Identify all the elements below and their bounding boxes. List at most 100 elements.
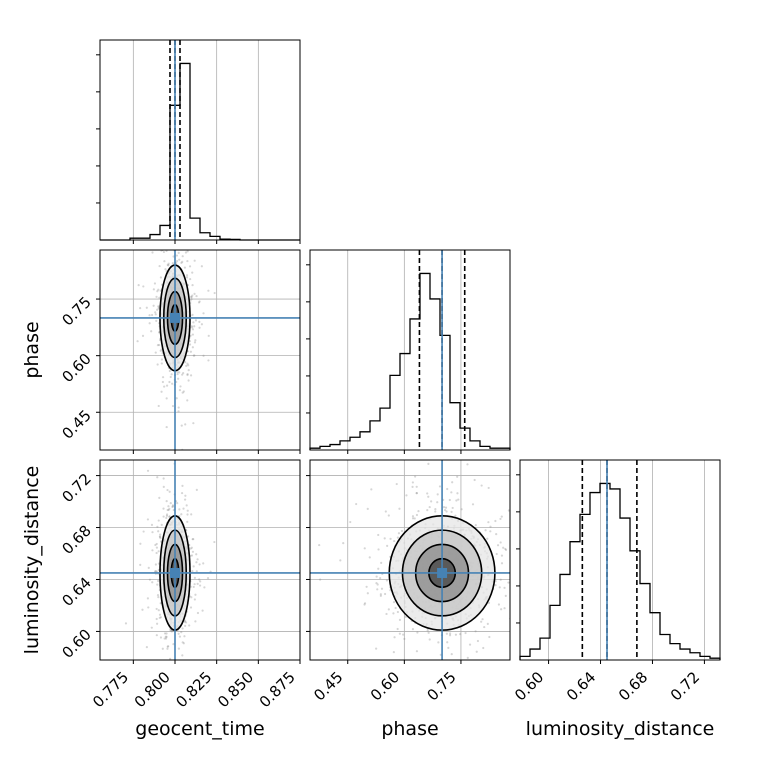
scatter-point — [454, 514, 457, 517]
scatter-point — [166, 508, 169, 512]
scatter-point — [160, 362, 163, 365]
scatter-point — [265, 559, 267, 561]
scatter-point — [162, 230, 164, 232]
scatter-point — [403, 637, 406, 641]
scatter-point — [180, 491, 184, 495]
scatter-point — [177, 406, 180, 409]
scatter-point — [191, 570, 194, 573]
scatter-point — [179, 385, 182, 388]
scatter-point — [169, 657, 172, 660]
scatter-point — [187, 535, 190, 538]
scatter-point — [186, 373, 189, 377]
scatter-point — [456, 492, 459, 495]
scatter-point — [181, 255, 184, 258]
scatter-point — [193, 341, 197, 344]
scatter-point — [207, 289, 210, 292]
scatter-point — [139, 542, 142, 545]
scatter-point — [158, 616, 161, 619]
scatter-point — [480, 484, 483, 487]
scatter-point — [447, 646, 450, 649]
scatter-point — [191, 271, 194, 274]
scatter-point — [500, 608, 503, 611]
scatter-point — [184, 621, 188, 624]
x-tick-label-luminosity_distance-1: 0.64 — [563, 668, 599, 704]
scatter-point — [142, 285, 145, 288]
scatter-point — [507, 509, 510, 512]
scatter-point — [157, 609, 160, 612]
scatter-point — [193, 325, 196, 328]
scatter-point — [166, 263, 169, 266]
scatter-point — [195, 570, 198, 573]
scatter-point — [171, 262, 174, 265]
scatter-point — [168, 515, 171, 518]
scatter-point — [379, 593, 382, 596]
scatter-point — [192, 321, 195, 324]
scatter-point — [178, 388, 182, 392]
scatter-point — [451, 506, 454, 510]
scatter-point — [181, 627, 184, 630]
scatter-point — [511, 548, 513, 550]
scatter-point — [428, 505, 431, 509]
y-axis-label-phase: phase — [21, 321, 43, 378]
scatter-point — [124, 622, 128, 625]
scatter-point — [178, 371, 181, 374]
scatter-point — [181, 197, 183, 199]
scatter-point — [155, 542, 158, 546]
scatter-point — [172, 255, 175, 258]
scatter-point — [161, 220, 163, 222]
scatter-point — [499, 578, 502, 581]
scatter-point — [181, 641, 184, 644]
scatter-point — [157, 307, 160, 310]
scatter-point — [455, 499, 458, 502]
scatter-point — [191, 326, 194, 329]
scatter-point — [319, 578, 322, 581]
panel-frame-phase-luminosity_distance — [309, 459, 511, 661]
scatter-point — [178, 508, 181, 511]
scatter-point — [145, 306, 148, 309]
scatter-point — [486, 622, 489, 625]
scatter-point — [196, 582, 199, 585]
scatter-point — [146, 518, 150, 521]
scatter-point — [511, 610, 513, 612]
scatter-point — [190, 596, 193, 599]
scatter-point — [181, 678, 183, 680]
scatter-point — [150, 626, 153, 629]
scatter-point — [379, 594, 382, 597]
x-tick-label-luminosity_distance-0: 0.60 — [511, 668, 547, 704]
scatter-point — [178, 635, 182, 638]
scatter-point — [428, 638, 431, 641]
scatter-point — [191, 550, 195, 553]
scatter-point — [162, 477, 165, 480]
scatter-point — [197, 301, 201, 304]
scatter-point — [186, 513, 189, 516]
x-tick-label-geocent_time-3: 0.850 — [214, 668, 257, 711]
scatter-point — [531, 601, 533, 603]
scatter-point — [147, 606, 150, 609]
scatter-point — [165, 513, 169, 516]
scatter-point — [207, 334, 210, 337]
scatter-point — [380, 587, 384, 590]
scatter-point — [156, 594, 160, 597]
scatter-point — [190, 554, 194, 557]
scatter-point — [189, 547, 192, 550]
scatter-point — [171, 404, 175, 408]
scatter-point — [500, 554, 504, 557]
scatter-point — [207, 359, 210, 362]
scatter-point — [486, 537, 489, 540]
scatter-point — [186, 520, 189, 523]
scatter-point — [363, 547, 366, 550]
scatter-point — [445, 510, 448, 513]
scatter-point — [202, 354, 205, 357]
scatter-point — [194, 593, 197, 596]
scatter-point — [154, 543, 157, 547]
scatter-point — [301, 607, 303, 609]
scatter-point — [366, 507, 369, 510]
scatter-point — [184, 494, 187, 497]
scatter-point — [503, 586, 506, 589]
scatter-point — [148, 322, 151, 325]
scatter-point — [198, 578, 201, 581]
scatter-point — [186, 399, 189, 402]
scatter-point — [392, 651, 395, 654]
y-tick-label-luminosity_distance-2: 0.68 — [58, 522, 94, 558]
scatter-point — [574, 606, 576, 608]
